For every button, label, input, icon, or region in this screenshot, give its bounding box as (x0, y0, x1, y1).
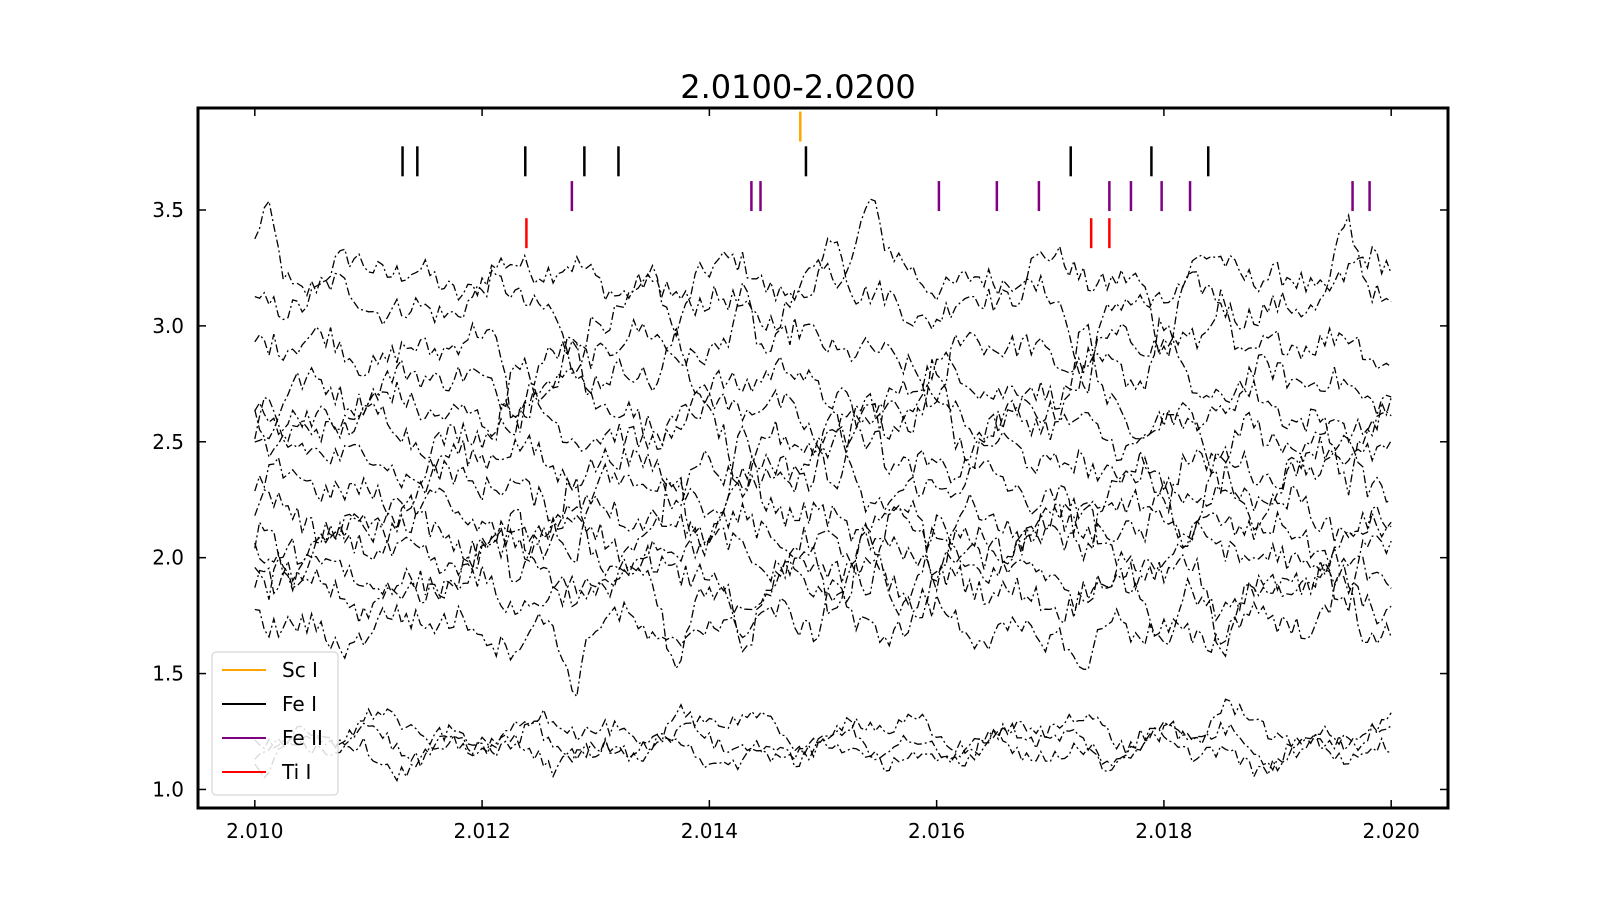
x-tick-label: 2.018 (1135, 819, 1192, 843)
y-tick-label: 2.0 (152, 546, 184, 570)
y-tick-label: 3.0 (152, 314, 184, 338)
spectrum-series (254, 323, 1392, 496)
x-tick-label: 2.020 (1363, 819, 1420, 843)
spectrum-series (254, 198, 1392, 359)
spectrum-series (254, 281, 1392, 433)
spectrum-series (254, 698, 1392, 759)
y-tick-label: 1.0 (152, 777, 184, 801)
spectrum-series (254, 316, 1392, 451)
spectrum-series (254, 520, 1392, 670)
spectrum-series (254, 356, 1392, 494)
legend-label: Fe I (282, 692, 317, 716)
spectrum-series (254, 476, 1392, 600)
y-tick-label: 2.5 (152, 430, 184, 454)
legend-box (211, 651, 339, 796)
spectra-series-group (254, 198, 1392, 783)
x-axis: 2.010 2.012 2.014 2.016 2.018 2.020 (226, 108, 1420, 843)
x-tick-label: 2.012 (453, 819, 510, 843)
y-axis: 1.0 1.5 2.0 2.5 3.0 3.5 (152, 198, 1448, 801)
spectrum-series (254, 410, 1392, 564)
spectrum-series (254, 396, 1392, 515)
spectrum-series (254, 727, 1392, 783)
spectrum-series (254, 508, 1392, 658)
chart-title: 2.0100-2.0200 (680, 68, 915, 106)
spectrum-series (254, 562, 1392, 699)
spectrum-series (254, 703, 1392, 779)
y-tick-label: 3.5 (152, 198, 184, 222)
x-tick-label: 2.014 (681, 819, 738, 843)
legend-label: Fe II (282, 726, 323, 750)
spectrum-series (254, 212, 1392, 396)
plot-frame (196, 106, 1450, 810)
legend-label: Sc I (282, 658, 318, 682)
spectrum-series (254, 424, 1392, 583)
legend-label: Ti I (281, 760, 311, 784)
x-tick-label: 2.016 (908, 819, 965, 843)
x-tick-label: 2.010 (226, 819, 283, 843)
line-marker-group (401, 111, 1371, 249)
legend: Sc I Fe I Fe II Ti I (211, 651, 339, 796)
spectrum-series (254, 475, 1392, 616)
y-tick-label: 1.5 (152, 662, 184, 686)
